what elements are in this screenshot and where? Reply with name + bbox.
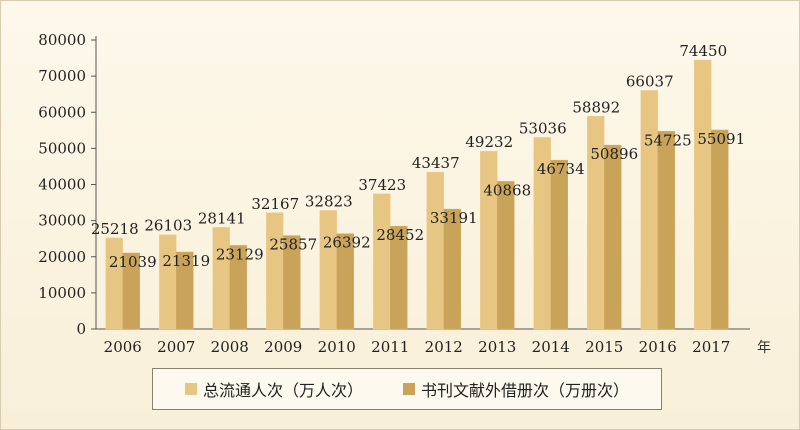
data-label-series-2: 23129 [216, 245, 264, 263]
legend: 总流通人次（万人次） 书刊文献外借册次（万册次） [152, 368, 662, 410]
x-tick-label: 2015 [585, 338, 623, 356]
y-tick-label: 30000 [38, 212, 86, 230]
y-tick-label: 50000 [38, 139, 86, 157]
x-axis-unit: 年 [757, 340, 771, 356]
bar-series-1 [159, 234, 177, 330]
y-tick-label: 40000 [38, 176, 86, 194]
data-label-series-2: 50896 [590, 145, 638, 163]
x-tick-label: 2010 [318, 338, 356, 356]
x-tick-label: 2008 [211, 338, 249, 356]
y-tick-label: 20000 [38, 248, 86, 266]
bar-series-2 [176, 251, 194, 330]
bar-series-1 [373, 193, 391, 330]
bar-series-1 [105, 237, 123, 330]
x-tick-label: 2006 [104, 338, 142, 356]
data-label-series-1: 58892 [572, 98, 620, 116]
data-label-series-2: 55091 [697, 130, 745, 148]
data-label-series-1: 43437 [412, 154, 460, 172]
y-tick-label: 10000 [38, 284, 86, 302]
x-tick-label: 2009 [264, 338, 302, 356]
bar-series-2 [390, 225, 408, 330]
data-label-series-2: 21319 [162, 252, 210, 270]
legend-swatch-series-2 [403, 383, 415, 395]
data-label-series-2: 54725 [644, 131, 692, 149]
legend-item-series-1: 总流通人次（万人次） [184, 377, 363, 401]
data-label-series-2: 33191 [430, 209, 478, 227]
bar-series-1 [212, 227, 230, 330]
bar-series-2 [336, 233, 354, 330]
x-tick-label: 2013 [478, 338, 516, 356]
data-label-series-1: 53036 [519, 119, 567, 137]
bar-series-2 [497, 181, 515, 330]
bar-series-2 [443, 208, 461, 330]
y-tick-label: 0 [76, 320, 86, 338]
x-tick-label: 2007 [157, 338, 195, 356]
x-axis: 2006 2007 2008 2009 2010 2011 2012 2013 2014 2015… [96, 328, 771, 356]
y-tick-label: 60000 [38, 103, 86, 121]
bar-series-2 [283, 235, 301, 330]
data-label-series-1: 37423 [358, 176, 406, 194]
bar-series-1 [266, 212, 284, 330]
legend-item-series-2: 书刊文献外借册次（万册次） [403, 377, 629, 401]
bar-series-2 [604, 144, 622, 330]
x-tick-label: 2017 [692, 338, 730, 356]
bar-series-1 [426, 171, 444, 330]
bar-series-2 [550, 159, 568, 330]
bar-series-1 [319, 210, 337, 330]
bar-series-2 [122, 252, 140, 330]
x-tick-label: 2012 [425, 338, 463, 356]
data-label-series-2: 21039 [109, 253, 157, 271]
data-labels: 25218 21039 26103 21319 28141 23129 32167 25857… [91, 42, 745, 271]
data-label-series-1: 74450 [679, 42, 727, 60]
bar-series-2 [229, 245, 247, 330]
bar-series-2 [711, 129, 729, 330]
bar-series-1 [480, 150, 498, 330]
data-label-series-2: 25857 [269, 236, 317, 254]
bar-series-1 [694, 59, 712, 330]
data-label-series-1: 26103 [144, 217, 192, 235]
legend-label-series-2: 书刊文献外借册次（万册次） [421, 381, 630, 400]
legend-label-series-1: 总流通人次（万人次） [202, 381, 363, 400]
data-label-series-2: 46734 [537, 160, 585, 178]
bar-series-2 [657, 131, 675, 330]
y-axis: 0 10000 20000 30000 40000 50000 60000 70000 8000… [38, 31, 97, 338]
data-label-series-2: 26392 [323, 234, 371, 252]
x-tick-label: 2011 [371, 338, 409, 356]
bars [105, 59, 729, 330]
legend-swatch-series-1 [184, 383, 197, 395]
data-label-series-1: 32823 [305, 192, 353, 210]
bar-series-1 [640, 90, 658, 330]
x-tick-label: 2016 [639, 338, 677, 356]
data-label-series-2: 28452 [376, 226, 424, 244]
data-label-series-1: 49232 [465, 133, 513, 151]
data-label-series-1: 32167 [251, 195, 299, 213]
data-label-series-1: 66037 [626, 72, 674, 90]
y-tick-label: 70000 [38, 67, 86, 85]
data-label-series-1: 28141 [198, 209, 246, 227]
data-label-series-1: 25218 [91, 220, 139, 238]
x-tick-label: 2014 [532, 338, 570, 356]
y-tick-label: 80000 [38, 31, 86, 49]
data-label-series-2: 40868 [483, 181, 531, 199]
